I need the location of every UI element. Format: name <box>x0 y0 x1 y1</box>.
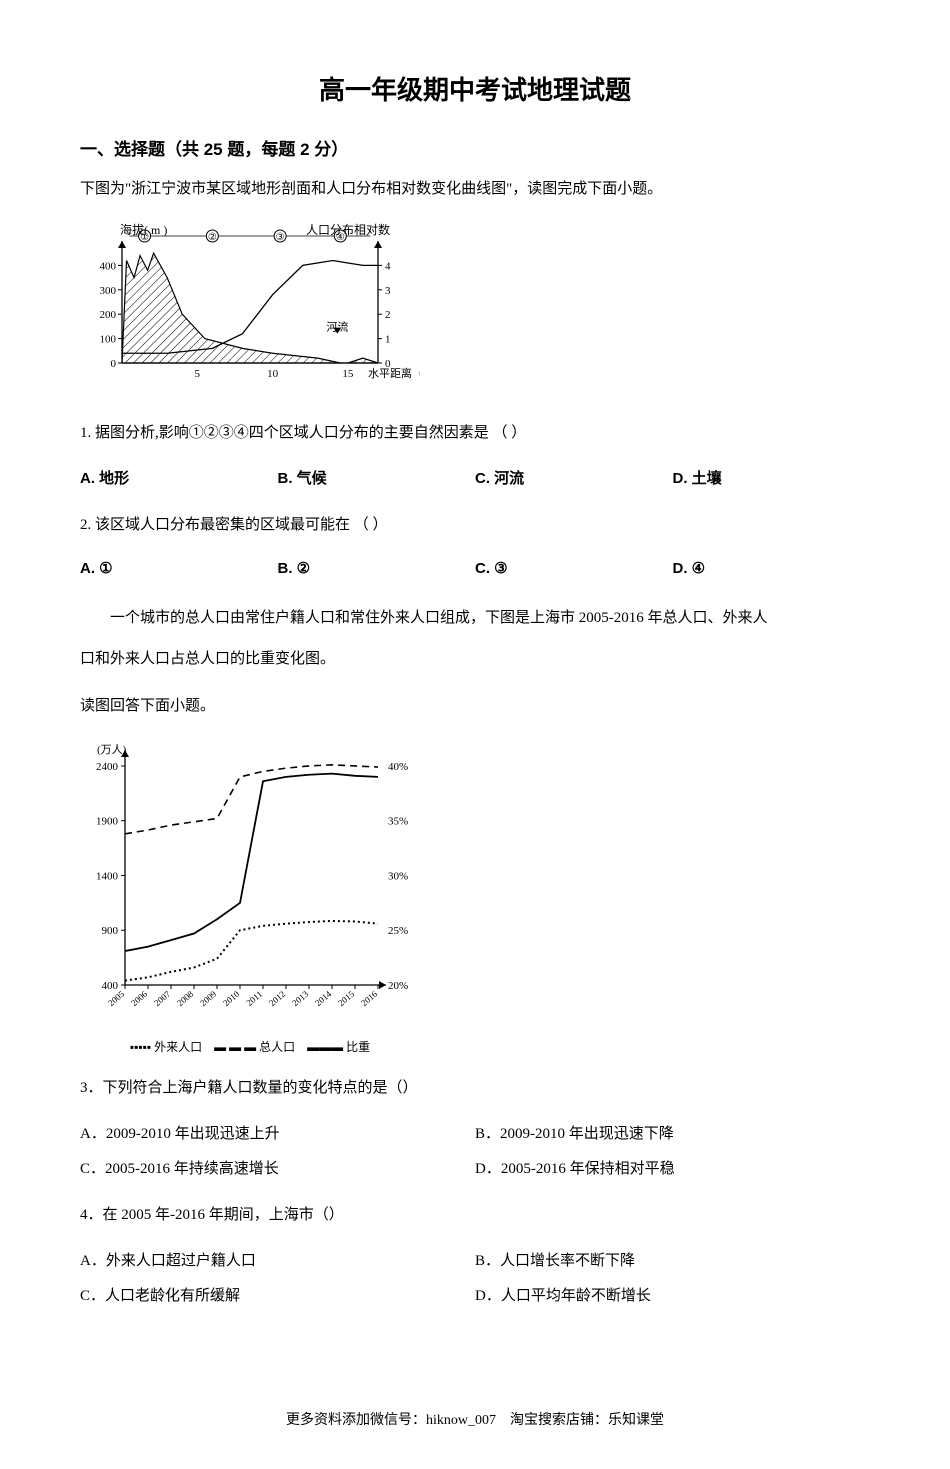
chart-2-legend: ▪▪▪▪▪ 外来人口 ▬ ▬ ▬ 总人口 ▬▬▬ 比重 <box>80 1038 420 1055</box>
q1-option-c[interactable]: C. 河流 <box>475 467 673 488</box>
svg-text:200: 200 <box>100 309 117 321</box>
svg-text:0: 0 <box>111 358 117 370</box>
q2-option-b[interactable]: B. ② <box>278 559 476 578</box>
svg-text:4: 4 <box>385 260 391 272</box>
chart-1-terrain: 01002003004000123451015①②③④海拔( m )人口分布相对… <box>80 221 870 396</box>
svg-text:25%: 25% <box>388 925 408 937</box>
q1-option-d[interactable]: D. 土壤 <box>673 467 871 488</box>
legend-dashed-icon: ▬ ▬ ▬ <box>214 1040 256 1054</box>
svg-text:2015: 2015 <box>336 989 357 1009</box>
legend-solid-icon: ▬▬▬ <box>307 1040 343 1054</box>
legend-dotted-icon: ▪▪▪▪▪ <box>130 1040 151 1054</box>
q2-option-c[interactable]: C. ③ <box>475 559 673 578</box>
svg-text:2008: 2008 <box>175 989 196 1009</box>
passage-2-line3: 读图回答下面小题。 <box>80 690 870 723</box>
svg-text:3: 3 <box>385 285 391 297</box>
svg-text:2: 2 <box>385 309 391 321</box>
q1-option-a[interactable]: A. 地形 <box>80 467 278 488</box>
page-footer: 更多资料添加微信号：hiknow_007 淘宝搜索店铺：乐知课堂 <box>80 1409 870 1429</box>
q2-option-d[interactable]: D. ④ <box>673 559 871 578</box>
question-2-options: A. ① B. ② C. ③ D. ④ <box>80 559 870 578</box>
svg-text:400: 400 <box>102 980 119 992</box>
question-3-text: 3．下列符合上海户籍人口数量的变化特点的是（） <box>80 1075 870 1102</box>
svg-text:2016: 2016 <box>359 989 380 1009</box>
question-1-options: A. 地形 B. 气候 C. 河流 D. 土壤 <box>80 467 870 488</box>
passage-2-line1: 一个城市的总人口由常住户籍人口和常住外来人口组成，下图是上海市 2005-201… <box>80 602 870 635</box>
svg-text:5: 5 <box>195 368 201 380</box>
svg-text:2007: 2007 <box>152 989 173 1009</box>
q2-option-a[interactable]: A. ① <box>80 559 278 578</box>
section-header: 一、选择题（共 25 题，每题 2 分） <box>80 135 870 160</box>
svg-text:35%: 35% <box>388 816 408 828</box>
svg-text:2012: 2012 <box>267 989 287 1008</box>
q3-option-d[interactable]: D．2005-2016 年保持相对平稳 <box>475 1157 870 1178</box>
svg-text:400: 400 <box>100 260 117 272</box>
svg-text:1: 1 <box>385 334 391 346</box>
svg-text:2011: 2011 <box>244 989 264 1008</box>
svg-text:海拔( m ): 海拔( m ) <box>120 222 167 237</box>
svg-text:水平距离（km）: 水平距离（km） <box>368 366 420 380</box>
legend-foreign: 外来人口 <box>154 1040 202 1054</box>
passage-2-line2: 口和外来人口占总人口的比重变化图。 <box>80 643 870 676</box>
intro-text-1: 下图为"浙江宁波市某区域地形剖面和人口分布相对数变化曲线图"，读图完成下面小题。 <box>80 176 870 203</box>
question-1-text: 1. 据图分析,影响①②③④四个区域人口分布的主要自然因素是 （ ） <box>80 420 870 447</box>
svg-text:100: 100 <box>100 334 117 346</box>
svg-text:10: 10 <box>267 368 279 380</box>
question-4-text: 4．在 2005 年-2016 年期间，上海市（） <box>80 1202 870 1229</box>
chart-2-population: 40090014001900240020%25%30%35%40%2005200… <box>80 737 870 1055</box>
svg-text:20%: 20% <box>388 980 408 992</box>
svg-text:300: 300 <box>100 285 117 297</box>
svg-text:②: ② <box>208 232 217 243</box>
svg-text:2014: 2014 <box>313 989 334 1009</box>
q4-option-a[interactable]: A．外来人口超过户籍人口 <box>80 1249 475 1270</box>
svg-text:900: 900 <box>102 925 119 937</box>
svg-text:(万人): (万人) <box>97 743 127 756</box>
q4-option-d[interactable]: D．人口平均年龄不断增长 <box>475 1284 870 1305</box>
svg-text:2400: 2400 <box>96 761 119 773</box>
q3-option-c[interactable]: C．2005-2016 年持续高速增长 <box>80 1157 475 1178</box>
svg-text:2013: 2013 <box>290 989 311 1009</box>
q4-option-b[interactable]: B．人口增长率不断下降 <box>475 1249 870 1270</box>
legend-total: 总人口 <box>259 1040 295 1054</box>
svg-text:15: 15 <box>342 368 354 380</box>
question-4-options: A．外来人口超过户籍人口 B．人口增长率不断下降 C．人口老龄化有所缓解 D．人… <box>80 1249 870 1319</box>
q1-option-b[interactable]: B. 气候 <box>278 467 476 488</box>
svg-text:人口分布相对数: 人口分布相对数 <box>306 222 390 237</box>
q4-option-c[interactable]: C．人口老龄化有所缓解 <box>80 1284 475 1305</box>
q3-option-b[interactable]: B．2009-2010 年出现迅速下降 <box>475 1122 870 1143</box>
page-title: 高一年级期中考试地理试题 <box>80 70 870 107</box>
q3-option-a[interactable]: A．2009-2010 年出现迅速上升 <box>80 1122 475 1143</box>
svg-text:1400: 1400 <box>96 870 119 882</box>
svg-text:40%: 40% <box>388 761 408 773</box>
svg-text:2006: 2006 <box>129 989 150 1009</box>
question-2-text: 2. 该区域人口分布最密集的区域最可能在 （ ） <box>80 512 870 539</box>
svg-text:30%: 30% <box>388 870 408 882</box>
svg-text:2010: 2010 <box>221 989 242 1009</box>
question-3-options: A．2009-2010 年出现迅速上升 B．2009-2010 年出现迅速下降 … <box>80 1122 870 1192</box>
svg-text:2009: 2009 <box>198 989 219 1009</box>
svg-text:1900: 1900 <box>96 816 119 828</box>
svg-text:③: ③ <box>276 232 285 243</box>
legend-ratio: 比重 <box>346 1040 370 1054</box>
